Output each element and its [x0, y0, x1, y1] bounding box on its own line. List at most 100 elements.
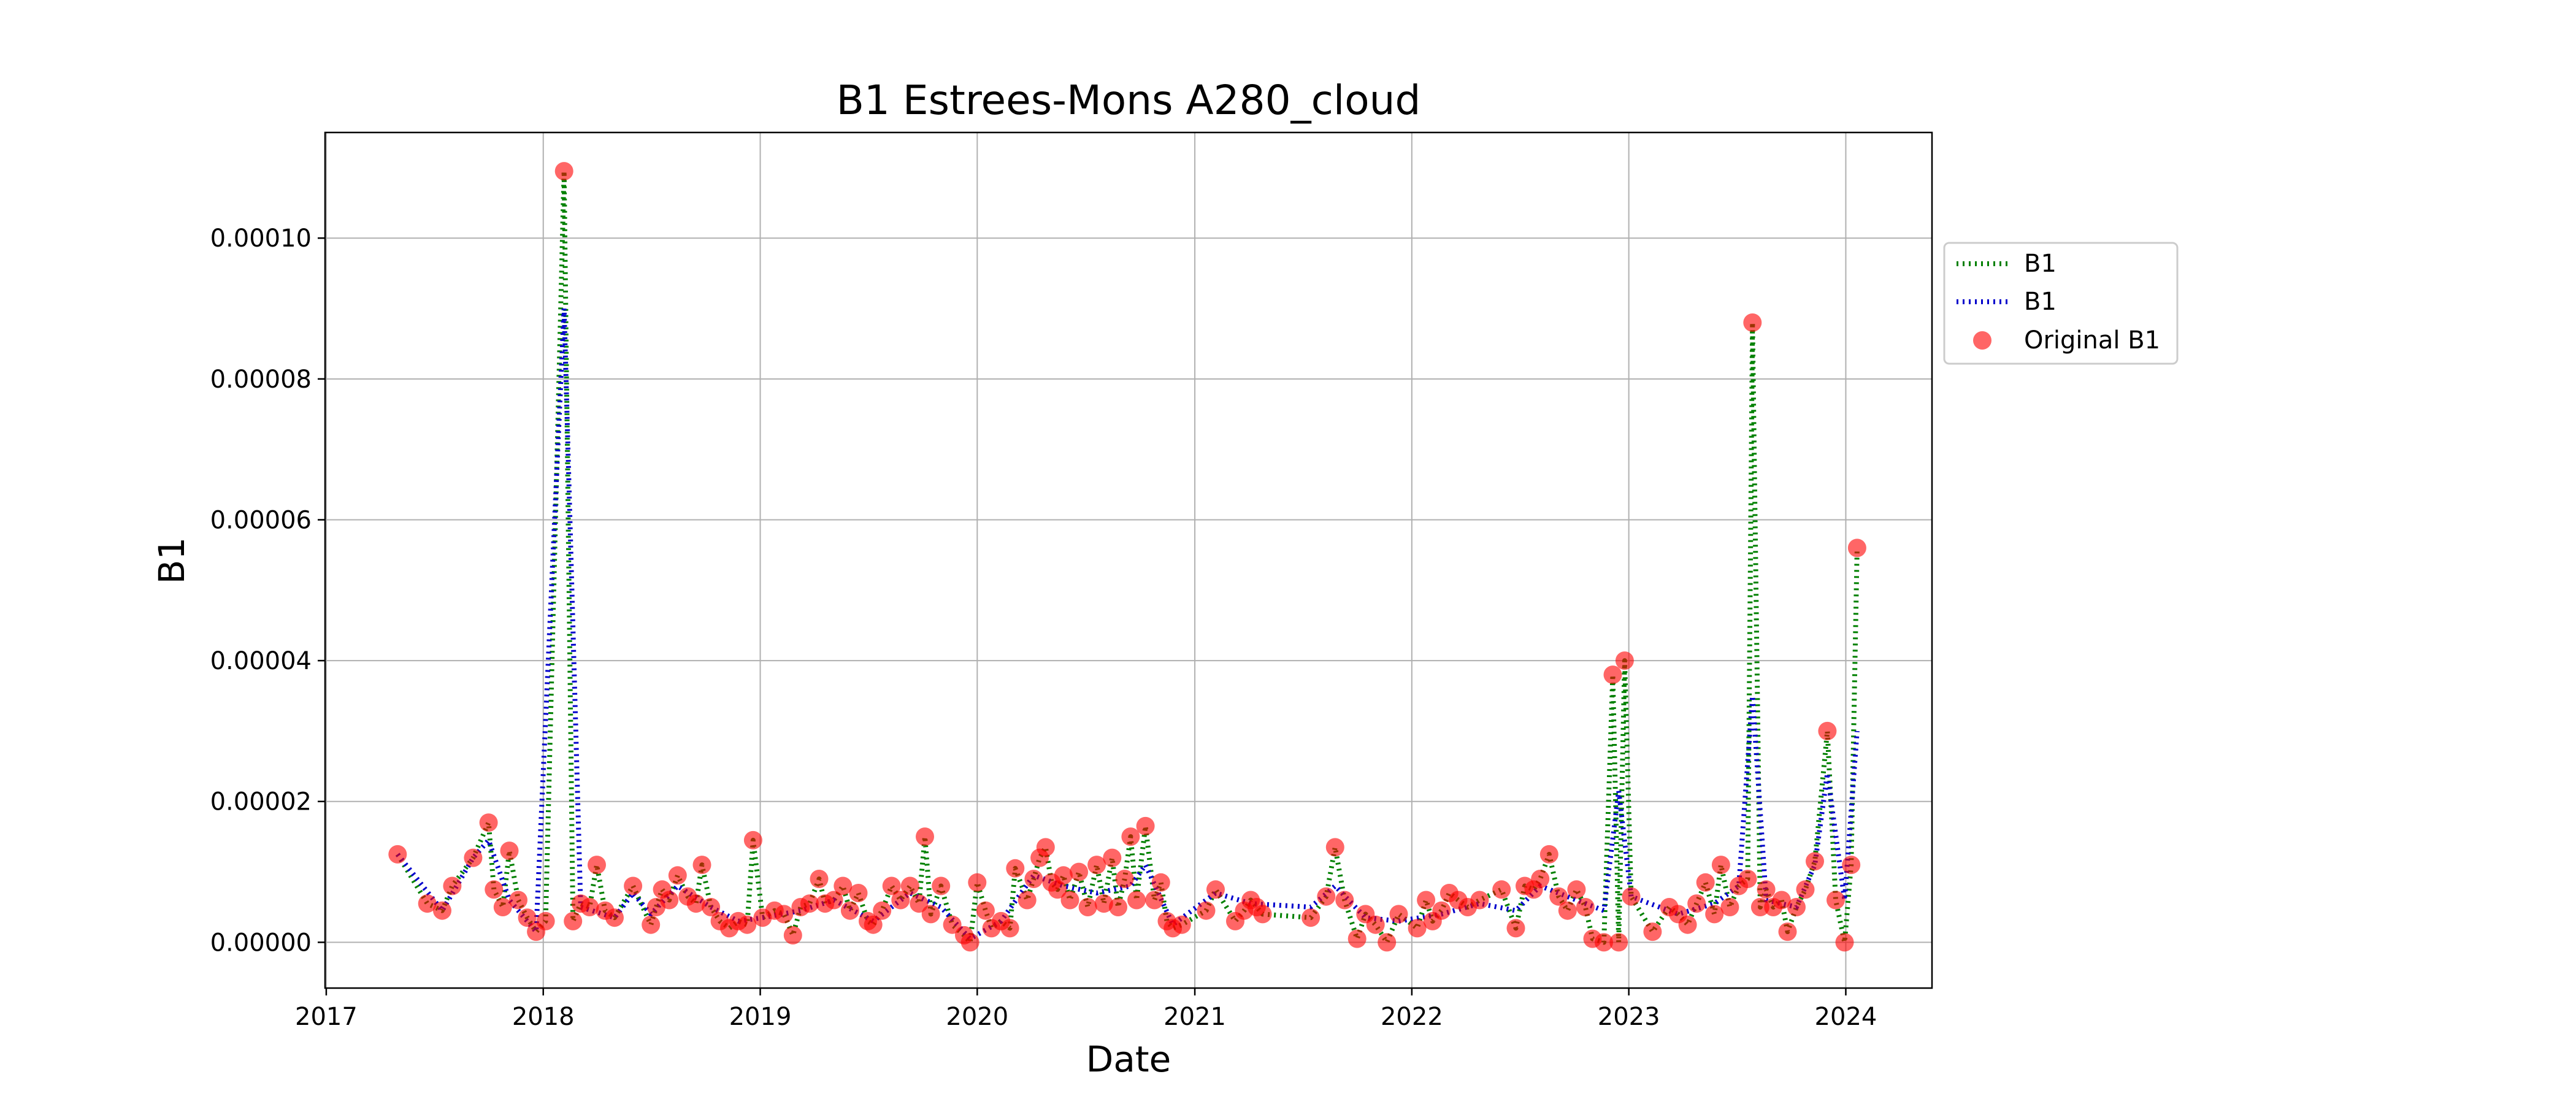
original-point — [1172, 915, 1191, 934]
original-point — [443, 876, 462, 895]
legend-frame — [1943, 242, 2179, 365]
series-line-blue — [396, 306, 1860, 941]
x-tick-label: 2022 — [1381, 1003, 1443, 1031]
original-point — [775, 905, 794, 924]
original-point — [1417, 891, 1436, 910]
original-point — [605, 908, 624, 927]
original-point — [932, 876, 951, 895]
y-tick-label: 0.00008 — [210, 366, 312, 394]
x-tick-label: 2017 — [295, 1003, 358, 1031]
original-point — [509, 891, 527, 910]
original-point — [834, 876, 853, 895]
original-point — [1567, 880, 1586, 899]
original-point — [1347, 929, 1367, 948]
chart-title: B1 Estrees-Mons A280_cloud — [837, 77, 1421, 124]
original-point — [1609, 933, 1628, 952]
x-tick-label: 2020 — [946, 1003, 1008, 1031]
original-point — [891, 891, 910, 910]
original-point — [1687, 894, 1706, 913]
original-point — [1842, 856, 1861, 875]
original-point — [1136, 816, 1155, 835]
series-line-green — [395, 169, 1860, 945]
original-point — [668, 866, 687, 885]
original-point — [485, 880, 504, 899]
original-point — [1778, 922, 1797, 941]
original-point — [1772, 891, 1791, 910]
original-point — [518, 908, 537, 927]
original-point — [388, 845, 407, 864]
original-point — [1847, 539, 1866, 558]
original-point — [1643, 922, 1662, 941]
original-point — [1432, 901, 1451, 920]
original-point — [1705, 905, 1724, 924]
original-point — [1470, 891, 1489, 910]
original-point — [1806, 852, 1824, 871]
original-point — [1000, 919, 1019, 938]
y-tick-label: 0.00002 — [210, 788, 312, 816]
original-point — [1738, 870, 1757, 888]
original-point — [864, 915, 883, 934]
series-group — [395, 169, 1860, 945]
original-point — [1335, 891, 1354, 910]
original-point — [1492, 880, 1511, 899]
original-point — [1018, 891, 1037, 910]
original-point — [1711, 856, 1730, 875]
original-point — [1109, 898, 1127, 916]
original-point — [1408, 919, 1427, 938]
original-point — [1006, 859, 1025, 878]
original-point — [943, 915, 962, 934]
original-point — [686, 894, 705, 913]
original-point — [910, 894, 929, 913]
original-point — [1743, 313, 1762, 332]
original-point — [1317, 887, 1336, 906]
original-point — [1615, 651, 1634, 670]
x-tick-label: 2019 — [729, 1003, 792, 1031]
y-axis: 0.00000 0.00002 0.00004 0.00006 0.00008 0.000… — [210, 224, 325, 957]
original-point — [1549, 887, 1568, 906]
original-point — [743, 830, 762, 849]
original-point — [976, 901, 995, 920]
original-point — [783, 926, 802, 945]
y-tick-label: 0.00006 — [210, 506, 312, 534]
original-point — [1622, 887, 1641, 906]
original-point — [479, 813, 498, 832]
original-point — [580, 898, 599, 916]
original-point — [1121, 827, 1140, 846]
original-point — [1757, 880, 1776, 899]
original-point — [418, 894, 437, 913]
original-point — [824, 891, 843, 910]
original-point — [1024, 870, 1043, 888]
original-point — [1827, 891, 1845, 910]
y-axis-label: B1 — [151, 537, 193, 585]
original-point — [1678, 915, 1697, 934]
original-point — [1539, 845, 1558, 864]
original-point — [1796, 880, 1815, 899]
original-point — [1720, 898, 1739, 916]
original-point — [1127, 891, 1146, 910]
original-point — [1750, 898, 1769, 916]
original-point — [810, 870, 829, 888]
original-point — [1070, 862, 1089, 881]
legend-label-blue: B1 — [2024, 288, 2057, 316]
original-point — [1506, 919, 1525, 938]
original-point — [433, 901, 451, 920]
original-point — [1206, 880, 1225, 899]
original-point — [642, 915, 661, 934]
original-point — [1048, 880, 1067, 899]
original-point — [1835, 933, 1854, 952]
original-point — [1145, 891, 1164, 910]
x-tick-label: 2023 — [1598, 1003, 1660, 1031]
original-point — [968, 873, 987, 892]
y-tick-label: 0.00000 — [210, 929, 312, 957]
original-point — [800, 894, 819, 913]
grid — [325, 132, 1932, 988]
original-point — [916, 827, 934, 846]
x-tick-label: 2024 — [1815, 1003, 1877, 1031]
original-point — [1787, 898, 1806, 916]
original-point — [1576, 898, 1595, 916]
original-point — [1603, 665, 1622, 684]
original-point — [464, 848, 483, 867]
original-point — [1378, 933, 1397, 952]
plot-frame — [324, 131, 1933, 989]
